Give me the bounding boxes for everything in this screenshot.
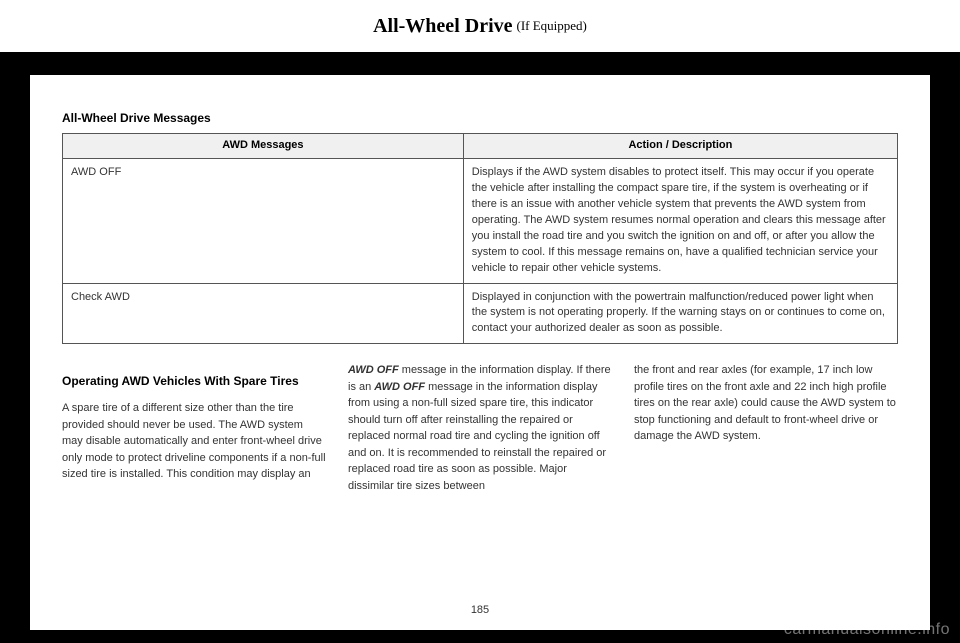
page-header-subtitle: (If Equipped): [517, 18, 587, 34]
body-text: message in the information display from …: [348, 381, 606, 492]
table-col-header-action: Action / Description: [463, 134, 897, 159]
column-1: Operating AWD Vehicles With Spare Tires …: [62, 362, 326, 494]
awd-off-bold: AWD OFF: [374, 381, 425, 393]
subheading-spare-tires: Operating AWD Vehicles With Spare Tires: [62, 372, 326, 390]
table-row: AWD OFF Displays if the AWD system disab…: [63, 158, 898, 283]
table-cell-msg: AWD OFF: [63, 158, 464, 283]
table-cell-msg: Check AWD: [63, 283, 464, 344]
table-cell-desc: Displayed in conjunction with the powert…: [463, 283, 897, 344]
body-columns: Operating AWD Vehicles With Spare Tires …: [62, 362, 898, 494]
table-cell-desc: Displays if the AWD system disables to p…: [463, 158, 897, 283]
body-paragraph: A spare tire of a different size other t…: [62, 400, 326, 483]
watermark: carmanualsonline.info: [784, 621, 950, 639]
body-paragraph: the front and rear axles (for example, 1…: [634, 362, 898, 445]
header-band: All-Wheel Drive (If Equipped): [0, 0, 960, 52]
section-heading: All-Wheel Drive Messages: [62, 111, 898, 125]
table-col-header-messages: AWD Messages: [63, 134, 464, 159]
page-number: 185: [30, 604, 930, 616]
page-body: All-Wheel Drive Messages AWD Messages Ac…: [30, 75, 930, 630]
body-paragraph: AWD OFF message in the information displ…: [348, 362, 612, 494]
awd-messages-table: AWD Messages Action / Description AWD OF…: [62, 133, 898, 344]
table-row: Check AWD Displayed in conjunction with …: [63, 283, 898, 344]
awd-off-bold: AWD OFF: [348, 364, 399, 376]
column-2: AWD OFF message in the information displ…: [348, 362, 612, 494]
column-3: the front and rear axles (for example, 1…: [634, 362, 898, 494]
page-header-title: All-Wheel Drive: [373, 15, 512, 38]
